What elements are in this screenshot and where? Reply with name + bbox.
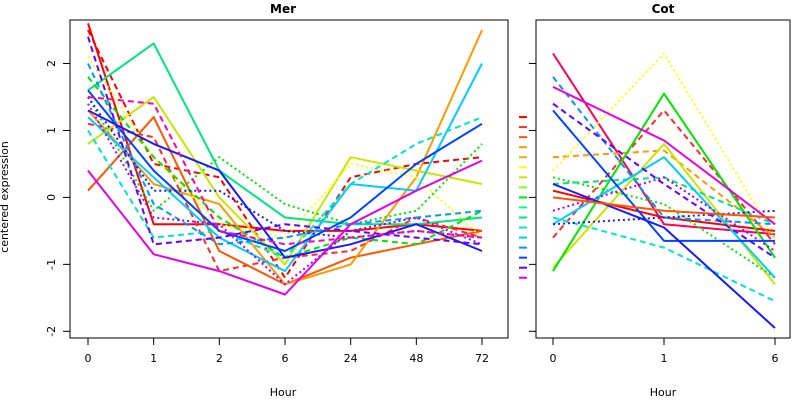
series-line-cot-1: [552, 109, 776, 245]
panel-cot: Cot 0 1 6 Hour: [529, 2, 791, 399]
y-axis-label: centered expression: [0, 141, 11, 253]
series-line-mer-9: [87, 76, 483, 259]
x-tick-label: 0: [85, 352, 92, 365]
color-tick-rug: [519, 116, 527, 279]
series-line-mer-7: [87, 42, 483, 226]
x-axis-label-cot: Hour: [650, 386, 677, 399]
series-line-cot-16: [552, 85, 776, 225]
series-line-mer-0: [87, 22, 483, 232]
series-line-mer-16: [87, 36, 483, 246]
y-tick-label: 2: [45, 60, 58, 67]
series-group-cot: [552, 52, 776, 329]
series-line-cot-0: [552, 52, 776, 236]
x-tick-label: 6: [282, 352, 289, 365]
series-line-mer-17: [87, 159, 483, 296]
panel-title-mer: Mer: [270, 2, 296, 16]
y-tick-label: 0: [45, 194, 58, 201]
series-group-mer: [87, 22, 483, 296]
x-tick-label: 48: [409, 352, 423, 365]
y-axis-mer: -2 -1 0 1 2: [45, 60, 71, 337]
x-axis-cot: 0 1 6: [550, 337, 779, 365]
series-line-cot-13: [552, 183, 776, 329]
series-line-mer-8: [87, 96, 483, 226]
x-tick-label: 6: [772, 352, 779, 365]
series-line-cot-18: [552, 196, 776, 219]
series-line-mer-18: [87, 103, 483, 286]
series-line-cot-4: [552, 52, 776, 239]
series-line-cot-10: [552, 216, 776, 303]
x-tick-label: 1: [150, 352, 157, 365]
series-line-mer-6: [87, 56, 483, 239]
series-line-mer-14: [87, 109, 483, 259]
x-axis-label-mer: Hour: [270, 386, 297, 399]
x-axis-mer: 0 1 2 6 24 48 72: [85, 337, 489, 365]
x-tick-label: 2: [216, 352, 223, 365]
series-line-cot-15: [552, 102, 776, 259]
x-tick-label: 72: [475, 352, 489, 365]
y-tick-label: 1: [45, 127, 58, 134]
x-tick-label: 0: [550, 352, 557, 365]
series-line-cot-14: [552, 209, 776, 226]
series-line-mer-5: [87, 96, 483, 266]
x-tick-label: 1: [661, 352, 668, 365]
panel-title-cot: Cot: [652, 2, 675, 16]
series-line-cot-12: [552, 76, 776, 226]
series-line-mer-12: [87, 89, 483, 252]
x-tick-label: 24: [344, 352, 358, 365]
series-line-cot-5: [552, 142, 776, 286]
y-tick-label: -1: [45, 259, 58, 270]
y-tick-label: -2: [45, 326, 58, 337]
panel-mer: Mer 0 1 2 6 24 48 72 -2 -1 0 1 2 Hour: [45, 2, 509, 399]
series-line-cot-11: [552, 109, 775, 242]
series-line-cot-6: [552, 92, 776, 272]
series-line-cot-17: [552, 176, 776, 252]
series-line-mer-13: [87, 63, 483, 246]
